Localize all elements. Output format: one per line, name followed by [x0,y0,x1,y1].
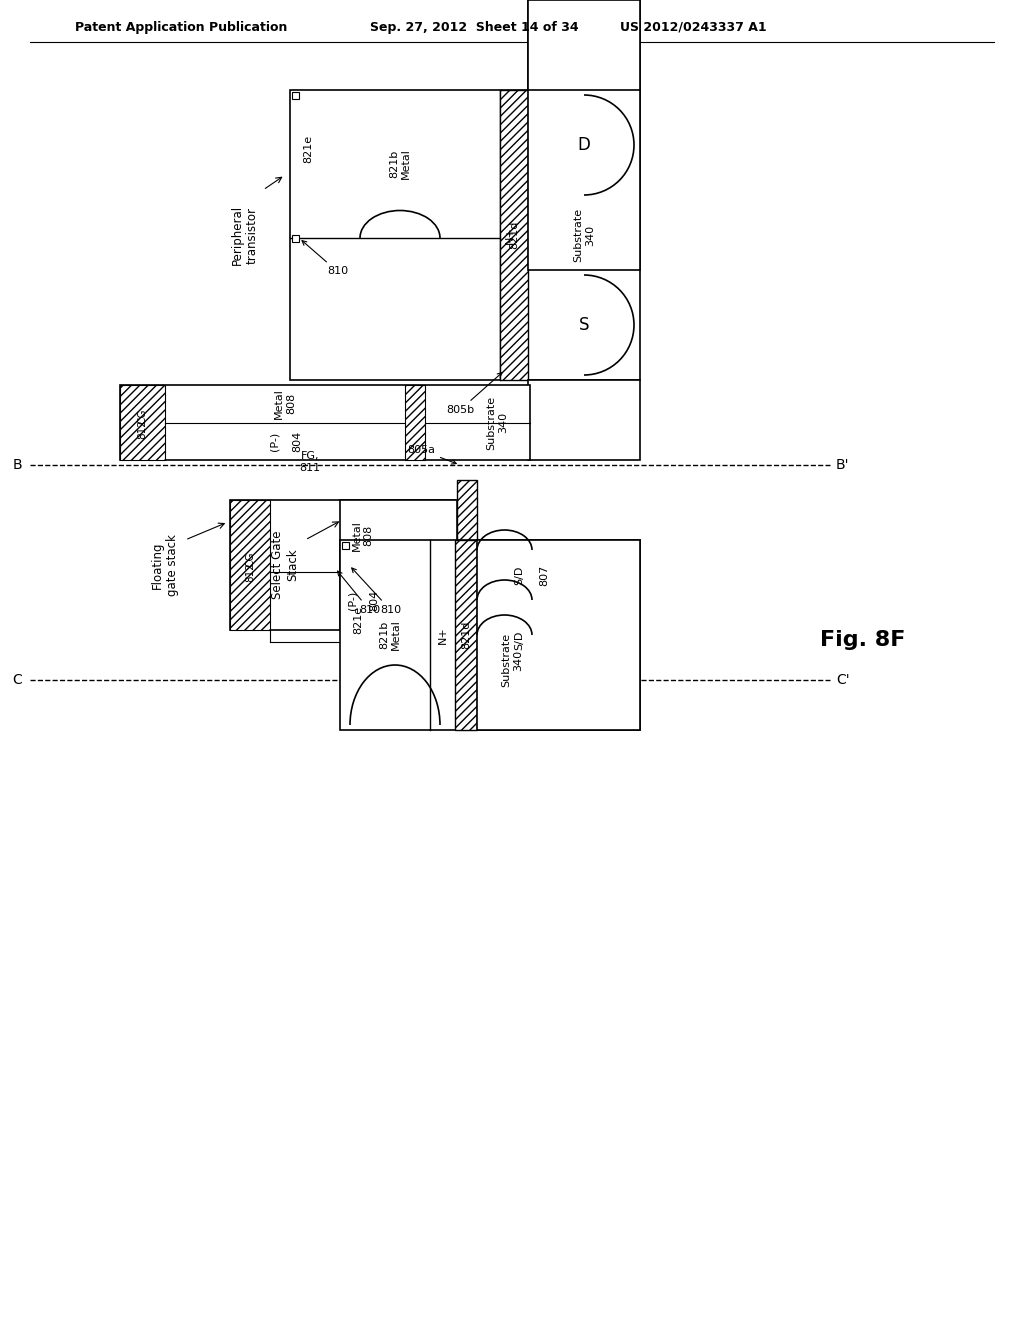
Text: C: C [12,673,22,686]
Text: Patent Application Publication: Patent Application Publication [75,21,288,33]
Bar [230,500,270,630]
Text: US 2012/0243337 A1: US 2012/0243337 A1 [620,21,767,33]
Text: C': C' [836,673,850,686]
Bar [500,90,528,380]
Text: 812: 812 [137,420,147,440]
Text: Floating
gate stack: Floating gate stack [151,535,179,595]
Text: 805b: 805b [445,372,502,414]
Text: 821d: 821d [509,220,519,249]
Bar [342,543,349,549]
Text: 821d: 821d [461,620,471,649]
Text: Metal
808: Metal 808 [351,520,374,552]
Text: Peripheral
transistor: Peripheral transistor [231,205,259,265]
Text: B: B [12,458,22,473]
Bar [528,380,640,459]
Text: 807: 807 [539,565,549,586]
Text: 805a: 805a [407,445,457,465]
Bar [528,0,640,271]
Text: (P-): (P-) [270,432,280,451]
Bar [292,92,299,99]
Text: Select Gate
Stack: Select Gate Stack [271,531,299,599]
Text: 810: 810 [351,568,401,615]
Bar [230,500,455,630]
Text: 804: 804 [292,430,302,451]
Text: 804: 804 [370,590,380,611]
Text: CG: CG [137,409,147,424]
Bar [292,235,299,242]
Bar [340,500,457,630]
Bar [528,0,640,90]
Text: B': B' [836,458,850,473]
Text: 810: 810 [302,240,348,276]
Bar [120,385,165,459]
Text: 821b
Metal: 821b Metal [389,149,411,180]
Text: S/D: S/D [514,631,524,649]
Bar [120,385,530,459]
Bar [342,561,349,569]
Text: 821b
Metal: 821b Metal [379,619,400,651]
Text: Substrate
340: Substrate 340 [486,396,508,450]
Text: Substrate
340: Substrate 340 [502,632,523,688]
Text: Substrate
340: Substrate 340 [573,209,595,263]
Text: Metal
808: Metal 808 [274,388,296,420]
Text: 812: 812 [245,562,255,582]
Text: CG: CG [245,552,255,566]
Bar [290,90,640,380]
Text: 821e: 821e [303,135,313,164]
Text: 810: 810 [338,572,380,615]
Text: N+: N+ [505,226,515,244]
Bar [457,480,477,660]
Text: D: D [578,136,591,154]
Text: 821e: 821e [353,606,362,634]
Text: Fig. 8F: Fig. 8F [820,630,905,649]
Text: FG,
811: FG, 811 [299,451,321,473]
Text: S: S [579,315,589,334]
Bar [477,540,640,730]
Bar [340,540,640,730]
Bar [455,540,477,730]
Text: (P-): (P-) [347,591,357,610]
Bar [406,385,425,459]
Text: S/D: S/D [514,565,524,585]
Text: Sep. 27, 2012  Sheet 14 of 34: Sep. 27, 2012 Sheet 14 of 34 [370,21,579,33]
Text: N+: N+ [437,626,447,644]
